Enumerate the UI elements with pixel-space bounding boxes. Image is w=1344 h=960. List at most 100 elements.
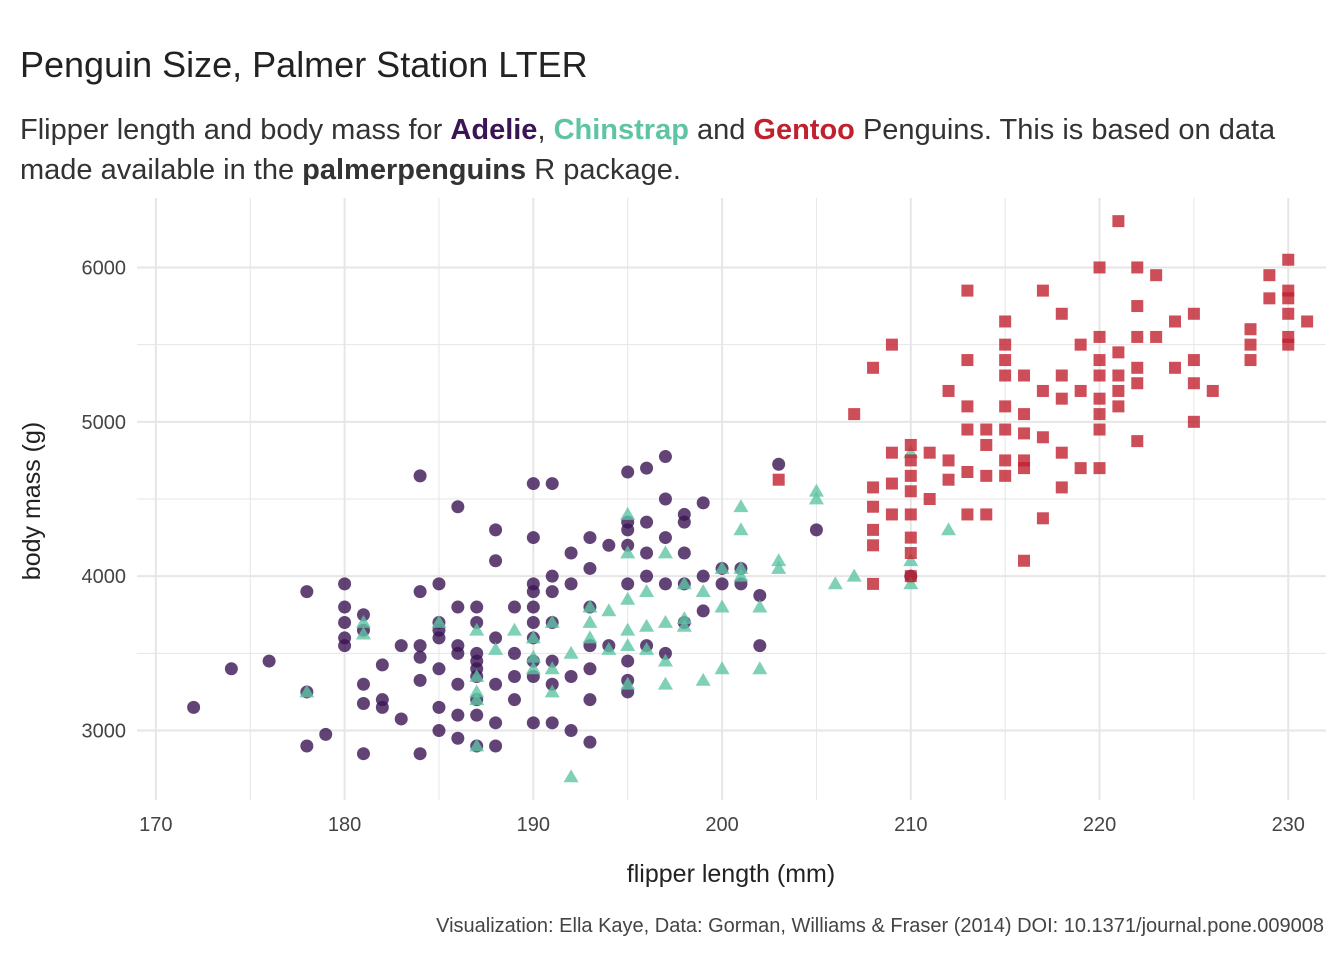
point-adelie — [413, 650, 427, 664]
point-gentoo — [1131, 435, 1144, 448]
point-chinstrap — [676, 611, 692, 625]
point-gentoo — [885, 477, 898, 490]
point-gentoo — [1112, 215, 1125, 228]
point-adelie — [640, 461, 654, 475]
point-gentoo — [1206, 384, 1219, 397]
point-gentoo — [942, 473, 955, 486]
point-adelie — [507, 646, 521, 660]
point-adelie — [658, 577, 672, 591]
point-gentoo — [1187, 354, 1200, 367]
grid-lines — [137, 198, 1326, 800]
point-adelie — [583, 662, 597, 676]
point-chinstrap — [714, 661, 730, 675]
point-gentoo — [1150, 269, 1163, 282]
x-tick-label: 190 — [517, 814, 550, 836]
point-gentoo — [867, 539, 880, 552]
point-chinstrap — [620, 638, 636, 652]
point-gentoo — [1187, 415, 1200, 428]
point-gentoo — [1093, 462, 1106, 475]
point-chinstrap — [657, 545, 673, 559]
point-chinstrap — [657, 653, 673, 667]
point-gentoo — [1187, 377, 1200, 390]
point-chinstrap — [299, 684, 315, 698]
point-adelie — [564, 546, 578, 560]
point-gentoo — [1093, 354, 1106, 367]
point-adelie — [545, 716, 559, 730]
point-gentoo — [999, 454, 1012, 467]
point-chinstrap — [544, 661, 560, 675]
point-gentoo — [904, 454, 917, 467]
point-adelie — [545, 677, 559, 691]
point-gentoo — [904, 485, 917, 498]
point-adelie — [753, 639, 767, 653]
point-gentoo — [867, 481, 880, 494]
point-adelie — [300, 585, 314, 599]
species-label-adelie: Adelie — [450, 114, 538, 146]
point-gentoo — [1055, 392, 1068, 405]
x-tick-label: 210 — [894, 814, 927, 836]
point-gentoo — [1093, 261, 1106, 274]
point-adelie — [413, 639, 427, 653]
point-adelie — [489, 554, 503, 568]
point-gentoo — [1036, 431, 1049, 444]
point-gentoo — [1055, 481, 1068, 494]
point-gentoo — [1074, 384, 1087, 397]
point-adelie — [640, 546, 654, 560]
point-gentoo — [867, 500, 880, 513]
y-tick-label: 5000 — [82, 412, 127, 434]
point-chinstrap — [639, 584, 655, 598]
chart-subtitle: Flipper length and body mass for Adelie,… — [20, 110, 1320, 190]
point-gentoo — [961, 354, 974, 367]
point-gentoo — [923, 446, 936, 459]
point-adelie — [526, 716, 540, 730]
point-gentoo — [1018, 462, 1031, 475]
point-adelie — [583, 531, 597, 545]
point-gentoo — [923, 493, 936, 505]
point-chinstrap — [620, 591, 636, 605]
point-gentoo — [904, 570, 917, 583]
point-chinstrap — [733, 499, 749, 513]
point-chinstrap — [355, 614, 371, 628]
point-gentoo — [999, 469, 1012, 482]
point-adelie — [319, 727, 333, 741]
point-adelie — [564, 724, 578, 738]
point-gentoo — [999, 338, 1012, 351]
point-gentoo — [1150, 330, 1163, 343]
point-adelie — [489, 523, 503, 537]
y-axis-title: body mass (g) — [18, 422, 46, 580]
point-adelie — [432, 631, 446, 645]
point-chinstrap — [639, 618, 655, 632]
subtitle-text: R package. — [526, 154, 681, 186]
point-adelie — [470, 708, 484, 722]
point-gentoo — [1112, 384, 1125, 397]
point-adelie — [640, 569, 654, 583]
point-gentoo — [904, 547, 917, 560]
package-name: palmerpenguins — [302, 154, 527, 186]
point-adelie — [224, 662, 238, 676]
point-gentoo — [1018, 427, 1031, 440]
point-adelie — [621, 654, 635, 668]
point-chinstrap — [714, 599, 730, 613]
point-chinstrap — [469, 669, 485, 682]
point-gentoo — [999, 400, 1012, 413]
species-label-gentoo: Gentoo — [753, 114, 855, 146]
point-chinstrap — [733, 522, 749, 536]
point-gentoo — [1263, 292, 1276, 305]
point-chinstrap — [771, 553, 787, 567]
point-adelie — [583, 693, 597, 707]
point-adelie — [338, 639, 352, 653]
point-chinstrap — [620, 622, 636, 636]
point-adelie — [564, 577, 578, 591]
point-chinstrap — [563, 645, 579, 659]
point-gentoo — [1244, 338, 1257, 351]
point-gentoo — [961, 400, 974, 413]
point-gentoo — [1055, 369, 1068, 382]
point-adelie — [489, 677, 503, 691]
point-adelie — [545, 477, 559, 491]
point-adelie — [640, 515, 654, 529]
point-gentoo — [1282, 253, 1295, 266]
point-adelie — [338, 600, 352, 614]
point-chinstrap — [657, 676, 673, 690]
x-tick-label: 200 — [705, 814, 738, 836]
